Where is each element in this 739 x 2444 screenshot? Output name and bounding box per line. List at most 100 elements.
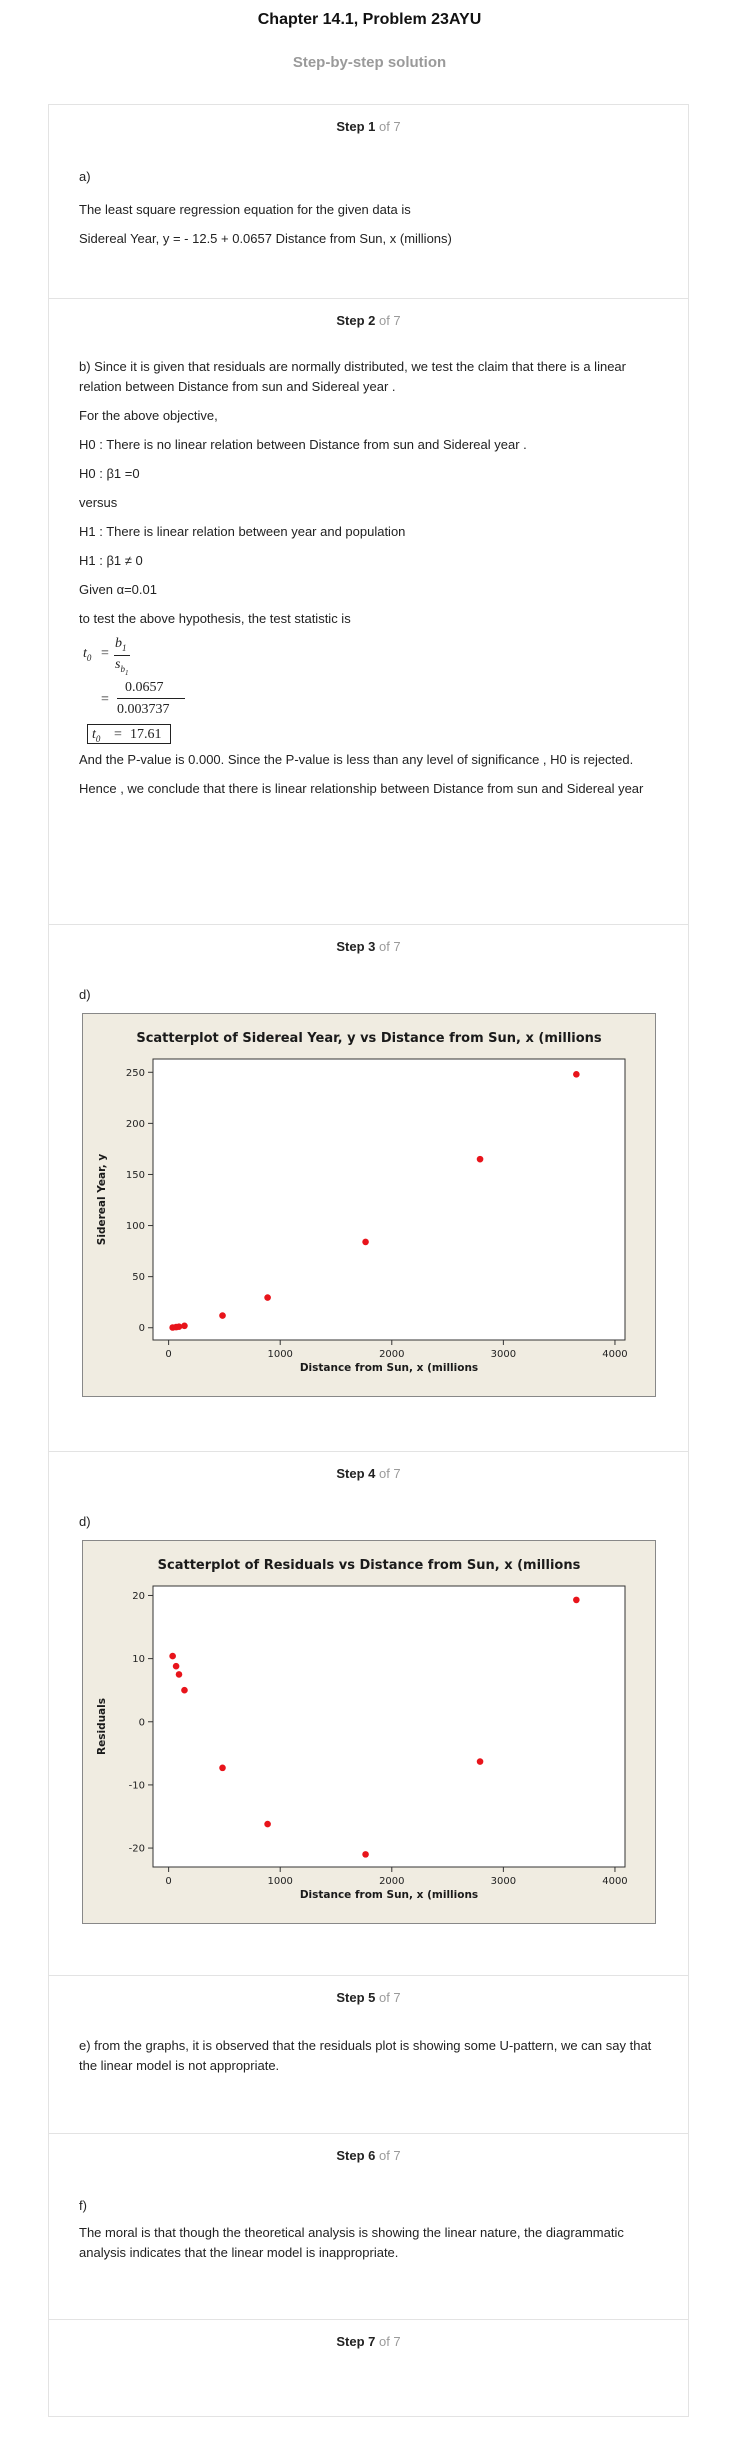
scatterplot-frame: Scatterplot of Sidereal Year, y vs Dista… bbox=[82, 1013, 656, 1397]
fraction-bar bbox=[114, 655, 130, 656]
scatterplot-sidereal-year: Scatterplot of Sidereal Year, y vs Dista… bbox=[96, 1031, 628, 1374]
residual-plot-frame: Scatterplot of Residuals vs Distance fro… bbox=[82, 1540, 656, 1924]
scatterplot-residuals: Scatterplot of Residuals vs Distance fro… bbox=[96, 1558, 628, 1901]
x-axis-label: Distance from Sun, x (millions bbox=[300, 1889, 478, 1901]
test-statistic-result: t0 = 17.61 bbox=[87, 724, 171, 744]
step-7-card: Step 7 of 7 bbox=[48, 2319, 689, 2417]
step-2-card: Step 2 of 7 b) Since it is given that re… bbox=[48, 298, 689, 924]
step-total: of 7 bbox=[375, 1990, 401, 2005]
x-axis-label: Distance from Sun, x (millions bbox=[300, 1362, 478, 1374]
x-tick-label: 4000 bbox=[602, 1876, 627, 1887]
data-point bbox=[264, 1294, 271, 1301]
step-text: The moral is that though the theoretical… bbox=[79, 2225, 624, 2260]
step-text: For the above objective, bbox=[79, 408, 218, 423]
null-hypothesis: H0 : There is no linear relation between… bbox=[79, 437, 527, 452]
step-7-header: Step 7 of 7 bbox=[49, 2334, 688, 2349]
step-total: of 7 bbox=[375, 313, 401, 328]
data-point bbox=[219, 1312, 226, 1319]
y-tick-label: 200 bbox=[126, 1119, 145, 1130]
data-point bbox=[175, 1323, 183, 1331]
step-3-card: Step 3 of 7 d) Scatterplot of Sidereal Y… bbox=[48, 924, 689, 1451]
step-5-header: Step 5 of 7 bbox=[49, 1990, 688, 2005]
step-number: Step 2 bbox=[336, 313, 376, 328]
step-6-header: Step 6 of 7 bbox=[49, 2148, 688, 2163]
step-number: Step 5 bbox=[336, 1990, 376, 2005]
regression-equation: Sidereal Year, y = - 12.5 + 0.0657 Dista… bbox=[79, 231, 452, 246]
y-tick-label: 150 bbox=[126, 1170, 145, 1181]
step-number: Step 1 bbox=[336, 119, 376, 134]
y-axis-label: Residuals bbox=[96, 1698, 108, 1755]
x-tick-label: 0 bbox=[165, 1349, 171, 1360]
data-point bbox=[573, 1071, 580, 1078]
step-1-content: a) The least square regression equation … bbox=[79, 167, 659, 258]
data-point bbox=[573, 1596, 580, 1604]
chapter-title: Chapter 14.1, Problem 23AYU bbox=[257, 11, 482, 28]
step-1-header: Step 1 of 7 bbox=[49, 119, 688, 134]
y-tick-label: 10 bbox=[132, 1654, 145, 1665]
y-tick-label: 0 bbox=[139, 1323, 145, 1334]
solution-subtitle: Step-by-step solution bbox=[292, 54, 447, 71]
data-point bbox=[362, 1238, 369, 1246]
step-5-card: Step 5 of 7 e) from the graphs, it is ob… bbox=[48, 1975, 689, 2133]
t0-symbol: t0 bbox=[83, 646, 92, 663]
data-point bbox=[264, 1820, 271, 1828]
step-total: of 7 bbox=[375, 939, 401, 954]
step-3-content: d) bbox=[79, 985, 659, 1014]
plot-area bbox=[152, 1058, 626, 1341]
step-text: versus bbox=[79, 495, 118, 510]
step-text: f) bbox=[79, 2198, 87, 2213]
x-tick-label: 0 bbox=[165, 1876, 171, 1887]
step-5-content: e) from the graphs, it is observed that … bbox=[79, 2036, 659, 2085]
step-number: Step 3 bbox=[336, 939, 376, 954]
y-tick-label: -10 bbox=[129, 1780, 145, 1791]
x-tick-label: 2000 bbox=[379, 1876, 404, 1887]
equals-sign: = bbox=[101, 692, 109, 707]
data-point bbox=[181, 1322, 188, 1330]
step-text: The least square regression equation for… bbox=[79, 202, 411, 217]
chart-title: Scatterplot of Residuals vs Distance fro… bbox=[158, 1558, 581, 1573]
step-total: of 7 bbox=[375, 1466, 401, 1481]
step-6-content: f) The moral is that though the theoreti… bbox=[79, 2196, 659, 2272]
p-value-conclusion: And the P-value is 0.000. Since the P-va… bbox=[79, 752, 634, 767]
chart-title: Scatterplot of Sidereal Year, y vs Dista… bbox=[136, 1031, 602, 1046]
x-tick-label: 4000 bbox=[602, 1349, 627, 1360]
step-text: b) Since it is given that residuals are … bbox=[79, 359, 626, 394]
step-text: e) from the graphs, it is observed that … bbox=[79, 2038, 652, 2073]
step-total: of 7 bbox=[375, 2148, 401, 2163]
step-2-content: b) Since it is given that residuals are … bbox=[79, 357, 659, 808]
data-point bbox=[172, 1662, 180, 1670]
x-tick-label: 1000 bbox=[267, 1349, 292, 1360]
step-number: Step 6 bbox=[336, 2148, 376, 2163]
step-2-header: Step 2 of 7 bbox=[49, 313, 688, 328]
step-text: to test the above hypothesis, the test s… bbox=[79, 611, 351, 626]
x-tick-label: 2000 bbox=[379, 1349, 404, 1360]
step-3-header: Step 3 of 7 bbox=[49, 939, 688, 954]
step-total: of 7 bbox=[375, 119, 401, 134]
step-6-card: Step 6 of 7 f) The moral is that though … bbox=[48, 2133, 689, 2319]
step-total: of 7 bbox=[375, 2334, 401, 2349]
data-point bbox=[169, 1652, 176, 1660]
numerator-value: 0.0657 bbox=[125, 680, 164, 695]
x-tick-label: 3000 bbox=[491, 1876, 516, 1887]
data-point bbox=[175, 1671, 183, 1678]
y-tick-label: 0 bbox=[139, 1717, 145, 1728]
fraction-bar bbox=[117, 698, 185, 699]
null-hypothesis-formula: H0 : β1 =0 bbox=[79, 466, 140, 481]
step-text: d) bbox=[79, 1514, 91, 1529]
step-number: Step 7 bbox=[336, 2334, 376, 2349]
step-1-card: Step 1 of 7 a) The least square regressi… bbox=[48, 104, 689, 298]
y-tick-label: 100 bbox=[126, 1221, 145, 1232]
x-tick-label: 3000 bbox=[491, 1349, 516, 1360]
step-text: a) bbox=[79, 169, 91, 184]
denominator-sb1: sb1 bbox=[115, 657, 129, 677]
data-point bbox=[181, 1686, 188, 1694]
final-conclusion: Hence , we conclude that there is linear… bbox=[79, 781, 644, 796]
y-tick-label: 250 bbox=[126, 1068, 145, 1079]
significance-level: Given α=0.01 bbox=[79, 582, 157, 597]
data-point bbox=[476, 1155, 484, 1163]
step-4-card: Step 4 of 7 d) Scatterplot of Residuals … bbox=[48, 1451, 689, 1975]
denominator-value: 0.003737 bbox=[117, 702, 170, 717]
step-4-content: d) bbox=[79, 1512, 659, 1541]
numerator-b1: b1 bbox=[115, 636, 127, 653]
y-tick-label: 20 bbox=[132, 1591, 145, 1602]
